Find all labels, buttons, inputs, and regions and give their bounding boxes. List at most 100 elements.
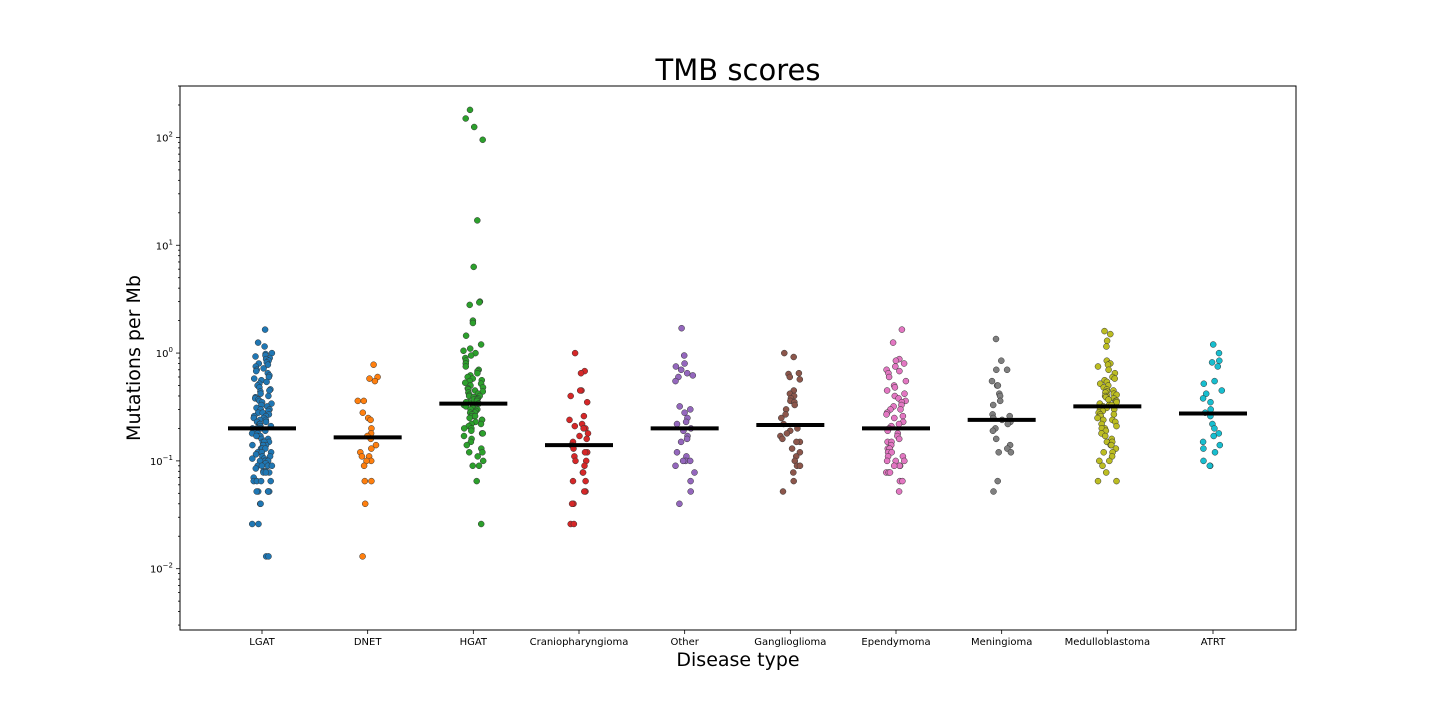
y-tick-label: 101 bbox=[156, 238, 173, 252]
data-point bbox=[258, 462, 266, 470]
data-point bbox=[1199, 395, 1207, 402]
data-point bbox=[895, 435, 903, 443]
data-point bbox=[474, 453, 481, 460]
data-point bbox=[462, 115, 469, 122]
data-point bbox=[371, 377, 379, 385]
data-point bbox=[264, 361, 272, 368]
data-point bbox=[992, 335, 1000, 343]
data-point bbox=[796, 449, 804, 456]
data-point bbox=[367, 416, 374, 424]
data-point bbox=[1003, 366, 1011, 374]
x-tick-label: LGAT bbox=[249, 637, 275, 648]
data-point bbox=[898, 326, 906, 333]
data-point bbox=[1218, 387, 1226, 394]
data-point bbox=[1102, 469, 1110, 476]
data-point bbox=[900, 360, 908, 367]
data-point bbox=[681, 409, 688, 416]
data-point bbox=[471, 412, 479, 420]
data-point bbox=[1107, 330, 1114, 338]
data-point bbox=[479, 457, 487, 465]
data-point bbox=[679, 457, 687, 465]
data-point bbox=[901, 457, 908, 465]
data-point bbox=[359, 553, 366, 560]
data-point bbox=[361, 477, 369, 485]
data-point bbox=[885, 373, 893, 381]
data-point bbox=[779, 488, 787, 495]
data-point bbox=[470, 123, 478, 131]
data-point bbox=[683, 435, 691, 443]
data-point bbox=[262, 418, 270, 426]
data-point bbox=[477, 520, 485, 528]
data-point bbox=[568, 500, 576, 508]
data-point bbox=[895, 488, 903, 495]
data-point bbox=[572, 457, 579, 465]
data-point bbox=[576, 432, 583, 440]
data-point bbox=[252, 465, 260, 472]
data-point bbox=[891, 384, 899, 391]
plot-area bbox=[179, 85, 1297, 631]
data-point bbox=[1200, 457, 1207, 465]
data-point bbox=[252, 367, 260, 375]
data-point bbox=[686, 457, 694, 465]
data-point bbox=[996, 397, 1004, 405]
chart-title: TMB scores bbox=[655, 53, 821, 87]
data-point bbox=[372, 441, 380, 449]
data-point bbox=[1108, 441, 1115, 449]
x-tick-label: Other bbox=[670, 637, 699, 648]
data-point bbox=[583, 435, 590, 443]
data-point bbox=[479, 430, 487, 437]
x-tick-label: HGAT bbox=[460, 637, 488, 648]
data-point bbox=[883, 411, 890, 418]
data-point bbox=[474, 369, 481, 377]
data-point bbox=[584, 430, 592, 437]
y-axis-label: Mutations per Mb bbox=[123, 275, 145, 441]
data-point bbox=[1096, 457, 1103, 465]
data-point bbox=[476, 299, 483, 306]
data-point bbox=[1099, 462, 1106, 470]
data-point bbox=[466, 301, 473, 309]
data-point bbox=[1211, 425, 1218, 432]
data-point bbox=[1211, 377, 1218, 385]
data-point bbox=[1211, 449, 1219, 456]
data-point bbox=[583, 398, 591, 406]
data-point bbox=[676, 403, 683, 410]
data-point bbox=[988, 377, 996, 385]
data-point bbox=[571, 422, 579, 430]
data-point bbox=[682, 418, 690, 426]
data-point bbox=[250, 375, 258, 382]
data-point bbox=[360, 462, 368, 470]
x-axis-label: Disease type bbox=[676, 649, 799, 671]
median-lines bbox=[228, 401, 1247, 448]
data-point bbox=[899, 412, 907, 420]
data-point bbox=[892, 357, 900, 364]
data-point bbox=[567, 392, 574, 400]
data-point bbox=[354, 397, 362, 405]
data-point bbox=[888, 449, 895, 456]
data-point bbox=[370, 361, 377, 368]
data-point bbox=[1200, 380, 1208, 387]
data-point bbox=[691, 469, 698, 476]
data-point bbox=[781, 349, 788, 357]
data-point bbox=[266, 387, 273, 394]
data-point bbox=[886, 469, 894, 476]
data-point bbox=[677, 438, 685, 446]
data-point bbox=[577, 369, 585, 377]
data-point bbox=[461, 379, 469, 387]
data-point bbox=[1208, 359, 1216, 366]
x-tick-label: Ependymoma bbox=[861, 637, 930, 648]
data-point bbox=[672, 363, 680, 370]
data-point bbox=[796, 462, 804, 470]
data-point bbox=[672, 377, 679, 385]
data-point bbox=[466, 345, 474, 352]
data-point bbox=[1210, 432, 1217, 440]
data-point bbox=[1215, 349, 1223, 357]
data-point bbox=[460, 432, 468, 440]
data-point bbox=[257, 390, 264, 397]
x-tick-label: ATRT bbox=[1201, 637, 1226, 648]
data-point bbox=[466, 414, 473, 422]
data-point bbox=[897, 406, 904, 413]
data-point bbox=[1113, 477, 1120, 485]
data-point bbox=[673, 449, 681, 456]
data-point bbox=[883, 457, 891, 465]
data-point bbox=[566, 416, 573, 424]
